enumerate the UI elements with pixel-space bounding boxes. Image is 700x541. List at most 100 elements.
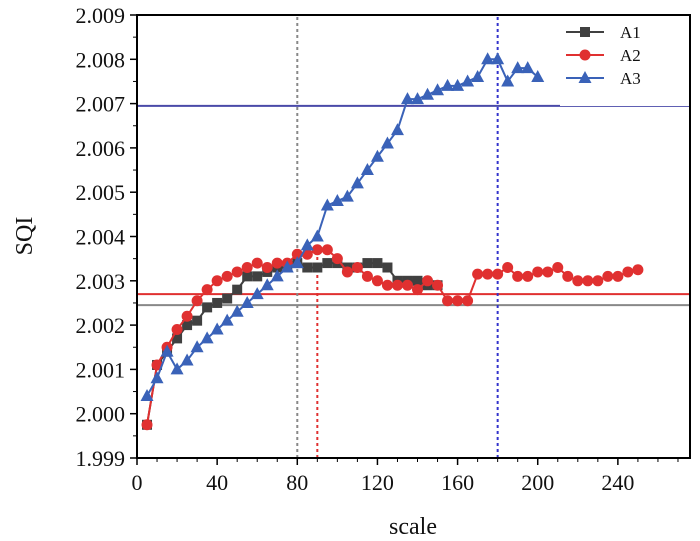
data-point-square <box>232 284 243 295</box>
data-point-circle <box>381 279 393 291</box>
y-tick-label: 2.008 <box>76 47 126 72</box>
data-point-square <box>382 262 393 273</box>
data-point-triangle <box>370 149 384 162</box>
data-point-triangle <box>140 388 154 401</box>
data-point-triangle <box>441 78 455 91</box>
data-point-circle <box>512 270 524 282</box>
data-point-triangle <box>200 331 214 344</box>
data-point-triangle <box>320 198 334 211</box>
data-point-circle <box>482 268 494 280</box>
data-point-triangle <box>170 362 184 375</box>
legend-label: A1 <box>620 23 641 42</box>
data-point-circle <box>472 268 484 280</box>
data-point-triangle <box>491 52 505 65</box>
data-point-circle <box>221 270 233 282</box>
x-tick-label: 200 <box>521 470 554 495</box>
x-tick-label: 0 <box>132 470 143 495</box>
series-line <box>146 58 539 397</box>
data-point-circle <box>171 324 183 336</box>
legend-label: A2 <box>620 46 641 65</box>
data-point-circle <box>311 244 323 256</box>
data-point-square <box>302 262 313 273</box>
data-point-circle <box>371 275 383 287</box>
data-point-triangle <box>270 269 284 282</box>
y-tick-label: 2.003 <box>76 269 126 294</box>
data-point-circle <box>261 262 273 274</box>
data-point-triangle <box>390 123 404 136</box>
data-point-triangle <box>421 87 435 100</box>
data-point-circle <box>412 284 424 296</box>
data-point-triangle <box>190 340 204 353</box>
series-A2 <box>141 244 644 431</box>
data-point-triangle <box>461 74 475 87</box>
axes: 0 40 80 120 160 200 240 1.999 2.000 2.001 2.002 2.0… <box>76 3 679 495</box>
y-tick-label: 2.005 <box>76 180 126 205</box>
data-point-circle <box>351 262 363 274</box>
data-point-circle <box>592 275 604 287</box>
data-point-triangle <box>521 61 535 74</box>
x-tick-label: 240 <box>601 470 634 495</box>
data-point-circle <box>562 270 574 282</box>
data-point-triangle <box>501 74 515 87</box>
series-group <box>140 52 644 431</box>
data-point-square <box>202 302 213 313</box>
data-point-triangle <box>240 295 254 308</box>
data-point-circle <box>391 279 403 291</box>
data-point-circle <box>552 262 564 274</box>
y-tick-label: 2.009 <box>76 3 126 28</box>
y-tick-label: 2.004 <box>76 225 126 250</box>
data-point-triangle <box>360 163 374 176</box>
y-tick-label: 2.006 <box>76 136 126 161</box>
data-point-triangle <box>330 194 344 207</box>
data-point-triangle <box>180 353 194 366</box>
y-tick-label: 2.007 <box>76 92 126 117</box>
data-point-triangle <box>340 189 354 202</box>
data-point-circle <box>341 266 353 278</box>
data-point-circle <box>622 266 634 278</box>
data-point-triangle <box>260 278 274 291</box>
x-tick-label: 160 <box>441 470 474 495</box>
data-point-square <box>212 297 223 308</box>
data-point-circle <box>502 262 514 274</box>
y-axis-label: SQI <box>12 217 38 256</box>
data-point-circle <box>542 266 554 278</box>
x-tick-label: 120 <box>361 470 394 495</box>
data-point-circle <box>321 244 333 256</box>
data-point-circle <box>422 275 434 287</box>
y-tick-label: 1.999 <box>76 446 126 471</box>
data-point-circle <box>141 419 153 431</box>
y-tick-label: 2.001 <box>76 357 126 382</box>
data-point-square <box>182 320 193 331</box>
data-point-circle <box>191 295 203 307</box>
data-point-circle <box>231 266 243 278</box>
data-point-circle <box>331 253 343 265</box>
data-point-triangle <box>431 83 445 96</box>
data-point-triangle <box>531 70 545 83</box>
data-point-circle <box>361 270 373 282</box>
data-point-triangle <box>380 136 394 149</box>
data-point-triangle <box>250 287 264 300</box>
data-point-square <box>312 262 323 273</box>
data-point-circle <box>632 264 644 276</box>
data-point-triangle <box>210 322 224 335</box>
data-point-circle <box>251 257 263 269</box>
data-point-circle <box>612 270 624 282</box>
legend-label: A3 <box>620 69 641 88</box>
data-point-triangle <box>411 92 425 105</box>
data-point-circle <box>492 268 504 280</box>
data-point-circle <box>572 275 584 287</box>
x-axis-label: scale <box>389 514 437 540</box>
data-point-circle <box>401 279 413 291</box>
data-point-square <box>412 275 423 286</box>
data-point-square <box>252 271 263 282</box>
data-point-triangle <box>350 176 364 189</box>
data-point-circle <box>532 266 544 278</box>
data-point-circle <box>201 284 213 296</box>
data-point-circle <box>181 310 193 322</box>
data-point-circle <box>151 359 163 371</box>
data-point-triangle <box>230 304 244 317</box>
data-point-circle <box>579 49 591 61</box>
data-point-triangle <box>578 71 592 83</box>
data-point-triangle <box>280 260 294 273</box>
